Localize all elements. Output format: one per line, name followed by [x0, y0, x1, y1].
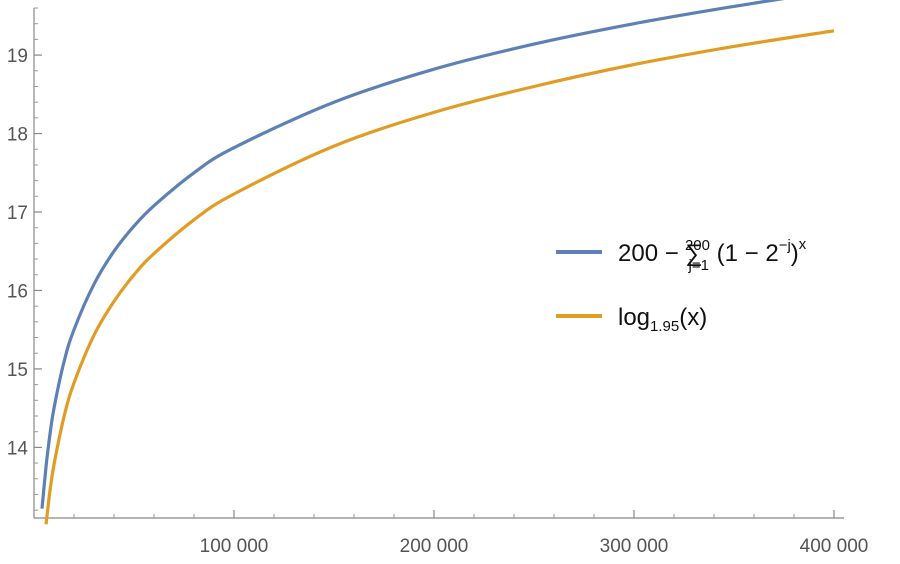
legend-label-1-sub: 1.95 [650, 318, 679, 335]
y-tick-label: 14 [7, 438, 29, 459]
legend-label-0-main: 200 − ∑ [618, 240, 703, 267]
series-layer [40, 0, 835, 525]
legend-label-0-close: ) [791, 240, 799, 267]
x-tick-label: 200 000 [400, 536, 469, 557]
y-tick-label: 16 [7, 281, 28, 302]
x-tick-label: 400 000 [800, 536, 869, 557]
legend: 200 − ∑j=1 200 (1 − 2−j)x log1.95(x) [556, 236, 807, 335]
x-minor-ticks [73, 514, 795, 518]
x-tick-label: 100 000 [200, 536, 269, 557]
legend-label-0-tail: (1 − 2 [710, 240, 779, 267]
legend-label-1-tail: (x) [679, 304, 707, 331]
legend-label-0-exp: −j [779, 237, 791, 254]
axes: 100 000 200 000 300 000 400 000 14151617181… [7, 7, 869, 557]
legend-label-1: log1.95(x) [618, 304, 707, 335]
legend-entry-1: log1.95(x) [556, 304, 707, 335]
legend-label-1-main: log [618, 304, 650, 331]
y-tick-label: 15 [7, 360, 28, 381]
y-tick-label: 18 [7, 125, 28, 146]
y-tick-label: 17 [7, 203, 28, 224]
x-tick-label: 300 000 [600, 536, 669, 557]
legend-label-0-sub: j=1 [688, 257, 709, 274]
y-tick-label: 19 [7, 46, 28, 67]
y-minor-ticks [34, 7, 38, 511]
legend-entry-0: 200 − ∑j=1 200 (1 − 2−j)x [556, 236, 807, 274]
legend-label-0: 200 − ∑j=1 200 (1 − 2−j)x [618, 236, 807, 274]
series-line-0 [40, 0, 785, 509]
x-ticks: 100 000 200 000 300 000 400 000 [200, 510, 869, 557]
legend-label-0-outer-exp: x [799, 236, 807, 253]
legend-label-0-sup: 200 [685, 237, 710, 254]
series-line-1 [44, 29, 835, 525]
y-ticks: 14 15 16 17 18 19 [7, 46, 42, 459]
